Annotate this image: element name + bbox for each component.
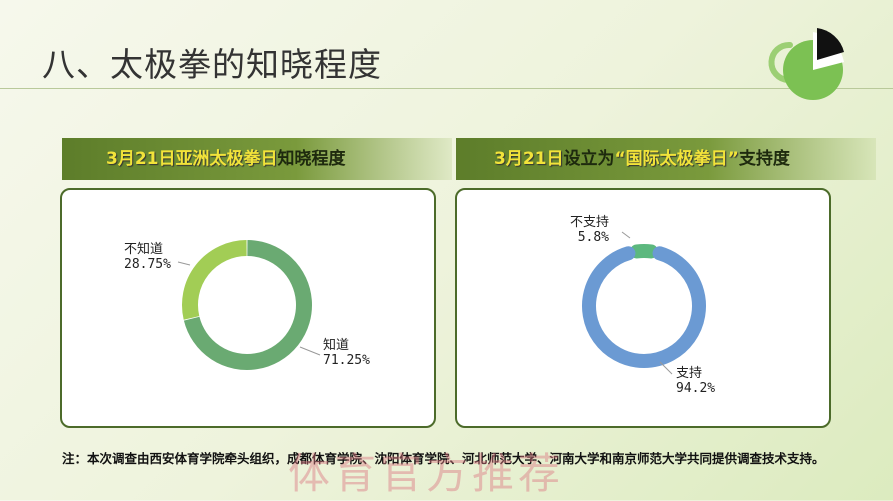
watermark: 体育官方推荐 bbox=[288, 440, 564, 501]
label-name: 支持 bbox=[676, 366, 715, 381]
donut-slice-0 bbox=[589, 253, 699, 361]
label-name: 不支持 bbox=[570, 215, 609, 230]
chart-2-label-oppose: 不支持 5.8% bbox=[570, 215, 609, 245]
leader-line-oppose bbox=[622, 232, 630, 238]
label-value: 94.2% bbox=[676, 381, 715, 396]
chart-2-label-support: 支持 94.2% bbox=[676, 366, 715, 396]
label-value: 5.8% bbox=[570, 230, 609, 245]
